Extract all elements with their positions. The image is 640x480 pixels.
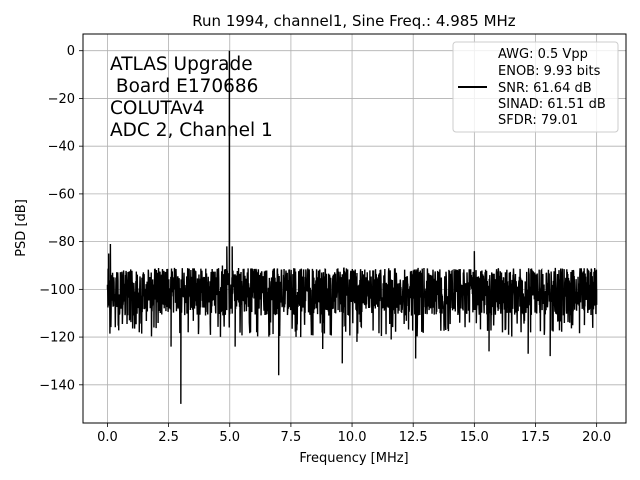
y-tick-label: 0 [67, 44, 75, 59]
annotation-line: COLUTAv4 [110, 98, 205, 119]
chart-title: Run 1994, channel1, Sine Freq.: 4.985 MH… [192, 12, 516, 30]
annotation-line: ADC 2, Channel 1 [110, 120, 273, 141]
legend-entry: ENOB: 9.93 bits [498, 64, 601, 79]
legend-entry: SINAD: 61.51 dB [498, 97, 606, 112]
x-tick-label: 2.5 [158, 430, 179, 445]
annotation-block: ATLAS Upgrade Board E170686 COLUTAv4 ADC… [110, 54, 273, 141]
y-axis-label: PSD [dB] [14, 199, 29, 257]
x-tick-label: 0.0 [97, 430, 118, 445]
annotation-line: Board E170686 [110, 76, 258, 97]
x-axis-label: Frequency [MHz] [299, 451, 408, 466]
plot-frame [82, 33, 627, 424]
legend-entry: SFDR: 79.01 [498, 113, 578, 128]
legend-entry: AWG: 0.5 Vpp [498, 47, 588, 62]
annotation-line: ATLAS Upgrade [110, 54, 253, 75]
x-tick-label: 5.0 [219, 430, 240, 445]
x-tick-label: 10.0 [338, 430, 367, 445]
x-tick-label: 7.5 [281, 430, 302, 445]
series-line [106, 50, 598, 404]
y-tick-label: −40 [48, 140, 75, 155]
x-tick-label: 20.0 [582, 430, 611, 445]
legend-entry: SNR: 61.64 dB [498, 81, 592, 96]
grid [83, 34, 626, 423]
x-tick-label: 17.5 [521, 430, 550, 445]
y-tick-label: −100 [39, 283, 75, 298]
ticks: 0.0 2.5 5.0 7.5 10.0 12.5 15.0 17.5 20.0 0 −20 −40 −… [39, 44, 611, 445]
legend-box [452, 41, 619, 133]
y-tick-label: −80 [48, 235, 75, 250]
y-tick-label: −60 [48, 187, 75, 202]
x-tick-label: 12.5 [399, 430, 428, 445]
x-tick-label: 15.0 [460, 430, 489, 445]
data-layer [106, 50, 598, 404]
legend: AWG: 0.5 Vpp ENOB: 9.93 bits SNR: 61.64 … [452, 41, 619, 133]
y-tick-label: −120 [39, 331, 75, 346]
y-tick-label: −140 [39, 378, 75, 393]
y-tick-label: −20 [48, 92, 75, 107]
